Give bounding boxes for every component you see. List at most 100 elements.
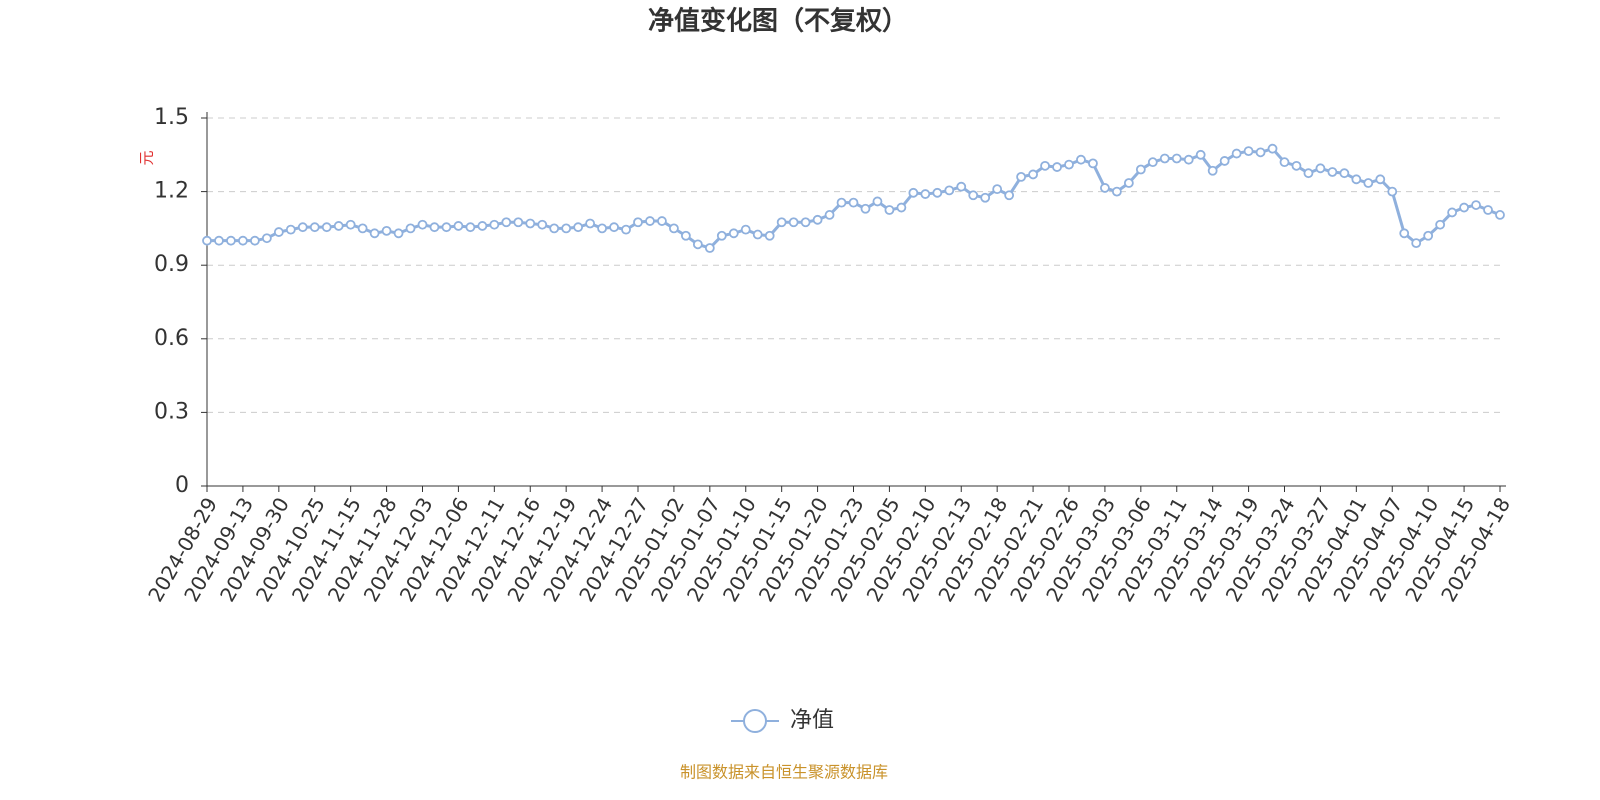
point <box>872 196 883 207</box>
point <box>1495 210 1505 220</box>
point <box>453 221 464 231</box>
point <box>1339 168 1350 179</box>
y-tick-label: 0.9 <box>154 252 189 277</box>
legend-label: 净值 <box>790 708 834 733</box>
point <box>1147 157 1158 168</box>
point <box>202 235 212 246</box>
point <box>417 219 428 230</box>
point <box>214 235 224 246</box>
point <box>621 224 631 235</box>
point <box>1028 169 1038 180</box>
point <box>573 222 584 233</box>
point <box>908 187 919 198</box>
point <box>1255 147 1266 158</box>
point <box>1016 171 1027 182</box>
point <box>369 228 380 239</box>
point <box>513 217 524 228</box>
point <box>896 202 907 213</box>
point <box>1004 190 1015 201</box>
point <box>429 222 440 233</box>
point <box>992 184 1003 195</box>
point <box>249 235 260 246</box>
point <box>1279 157 1290 168</box>
point <box>477 221 488 231</box>
y-tick-label: 1.5 <box>154 105 189 130</box>
point <box>692 239 703 250</box>
point <box>1387 186 1398 197</box>
point <box>1064 159 1074 170</box>
point <box>1076 154 1086 165</box>
point <box>501 217 512 228</box>
point <box>1183 154 1194 165</box>
point <box>597 223 607 234</box>
y-tick-label: 0 <box>175 473 189 498</box>
point <box>1040 160 1050 171</box>
point <box>800 217 811 228</box>
point <box>345 219 356 230</box>
point <box>1243 146 1254 157</box>
point <box>285 224 296 235</box>
point <box>836 197 847 208</box>
point <box>1088 158 1098 169</box>
point <box>381 225 392 236</box>
point <box>489 219 500 230</box>
point <box>441 222 452 233</box>
point <box>645 216 655 226</box>
y-tick-label: 0.3 <box>154 399 189 424</box>
point <box>728 228 739 239</box>
point <box>669 223 679 234</box>
point <box>1267 143 1278 154</box>
point <box>321 222 332 233</box>
y-tick-label: 0.6 <box>154 326 189 351</box>
point <box>561 223 572 234</box>
point <box>1423 230 1434 241</box>
point <box>980 192 991 203</box>
point <box>776 217 787 228</box>
point <box>1303 168 1314 179</box>
point <box>657 216 667 226</box>
point <box>1447 207 1458 218</box>
point <box>465 222 476 233</box>
point <box>884 205 895 215</box>
legend-marker <box>743 709 767 733</box>
point <box>1123 178 1134 188</box>
point <box>812 214 823 225</box>
point <box>297 222 308 233</box>
point <box>1363 178 1374 188</box>
point <box>1111 186 1122 197</box>
point <box>848 197 859 208</box>
y-axis-label: 元 <box>138 150 156 165</box>
point <box>1435 219 1446 230</box>
point <box>788 217 799 228</box>
point <box>273 227 284 237</box>
point <box>1459 202 1469 213</box>
point <box>333 221 344 231</box>
point <box>968 190 979 201</box>
point <box>704 243 715 253</box>
point <box>1411 238 1422 249</box>
point <box>309 222 320 233</box>
point <box>405 223 416 234</box>
point <box>1315 163 1326 174</box>
point <box>764 230 775 241</box>
point <box>393 228 404 239</box>
point <box>525 218 536 229</box>
point <box>680 230 691 241</box>
point <box>1471 200 1481 210</box>
point <box>1052 162 1062 172</box>
point <box>860 203 871 214</box>
point <box>1100 183 1110 193</box>
point <box>1375 174 1386 185</box>
point <box>1291 160 1302 171</box>
point <box>920 189 931 199</box>
point <box>932 187 943 198</box>
point <box>357 223 368 234</box>
point <box>1171 153 1182 164</box>
point <box>1231 148 1242 159</box>
point <box>824 210 835 220</box>
y-tick-label: 1.2 <box>154 179 189 204</box>
point <box>1483 205 1493 215</box>
point <box>740 224 751 235</box>
point <box>944 185 955 196</box>
